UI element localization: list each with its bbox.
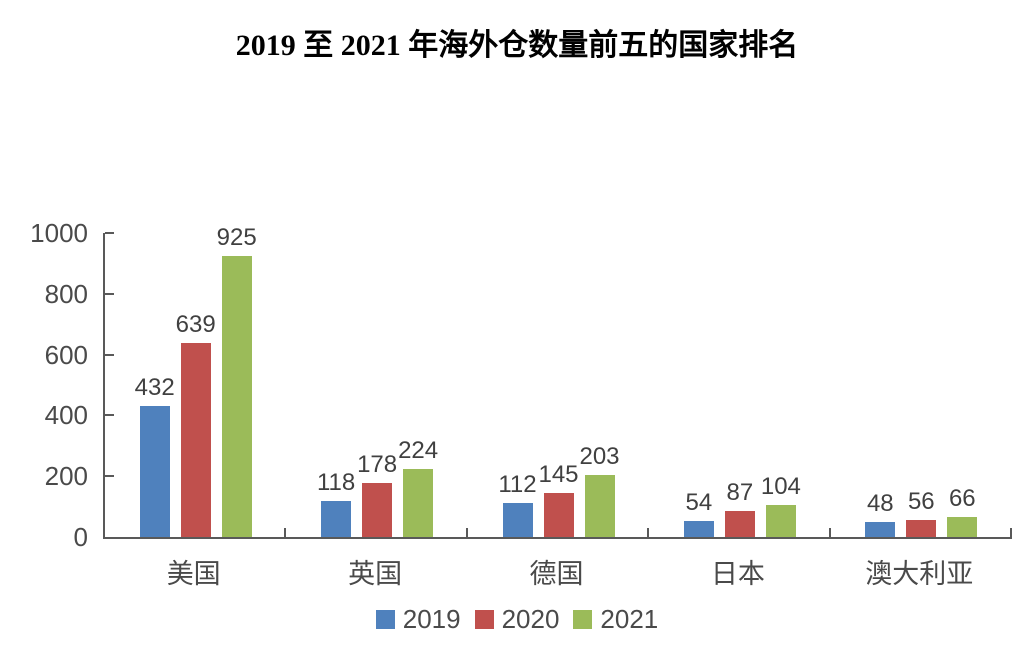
legend-label: 2021 [600,604,659,634]
legend-item-2020: 2020 [474,604,560,634]
plot-area: 432 639 925 118 178 224 112 145 203 54 87 104 48 56 66 [103,225,1012,539]
y-axis-tick-mark [105,353,114,356]
chart-title: 2019 至 2021 年海外仓数量前五的国家排名 [235,29,799,62]
bar-2021-美国 [221,255,252,537]
legend-label: 2019 [402,604,461,634]
bar-value-label: 118 [316,469,356,497]
bar-2021-日本 [765,505,796,537]
bar-2020-德国 [543,492,574,537]
legend-swatch-2020 [474,609,494,629]
y-axis-tick-label: 800 [44,278,88,309]
y-axis-tick-label: 1000 [30,218,88,248]
category-label: 澳大利亚 [865,559,974,589]
x-axis-tick-mark [1010,528,1012,537]
y-axis-tick-mark [105,475,114,478]
bar-value-label: 203 [579,443,620,471]
bar-value-label: 48 [866,490,894,518]
category-label: 美国 [166,559,221,589]
bar-2021-英国 [403,468,434,537]
bar-value-label: 145 [538,460,579,488]
bar-value-label: 56 [907,487,935,515]
bar-2021-德国 [584,475,615,537]
bar-value-label: 54 [685,488,713,516]
x-axis-tick-mark [647,528,650,537]
category-label: 英国 [348,559,403,589]
legend-swatch-2019 [375,609,395,629]
category-label: 德国 [529,559,584,589]
bar-2019-日本 [683,520,714,537]
legend-item-2021: 2021 [573,606,658,632]
bar-2020-日本 [724,510,755,537]
y-axis-tick-label: 400 [44,400,88,431]
y-axis-tick-mark [105,292,114,295]
legend-label: 2020 [501,604,560,634]
y-axis-tick-mark [105,414,114,417]
bar-value-label: 87 [726,478,754,506]
bar-value-label: 178 [357,450,398,478]
bar-2019-美国 [139,405,170,537]
bar-value-label: 925 [216,223,257,251]
y-axis-tick-mark [105,232,114,234]
y-axis-tick-label: 600 [44,339,88,370]
category-label: 日本 [710,559,765,589]
bar-2019-英国 [321,501,352,537]
x-axis-tick-mark [465,528,468,537]
bar-value-label: 432 [134,373,175,401]
bar-value-label: 104 [760,473,801,501]
bar-2021-澳大利亚 [947,516,978,537]
bar-2019-澳大利亚 [865,522,896,537]
bar-value-label: 112 [498,470,537,498]
y-axis-tick-label: 0 [73,522,88,552]
x-axis-tick-mark [284,528,287,537]
bar-value-label: 639 [175,310,216,338]
x-axis-tick-mark [828,528,831,537]
bar-value-label: 66 [948,484,976,512]
bar-2020-美国 [180,342,211,537]
bar-2019-德国 [502,502,533,537]
bar-value-label: 224 [398,436,439,464]
y-axis-tick-label: 200 [44,461,88,492]
legend-swatch-2021 [573,609,593,629]
bar-2020-澳大利亚 [906,519,937,537]
legend-item-2019: 2019 [375,604,461,634]
chart-legend: 2019 2020 2021 [0,606,1034,632]
bar-2020-英国 [362,482,393,537]
